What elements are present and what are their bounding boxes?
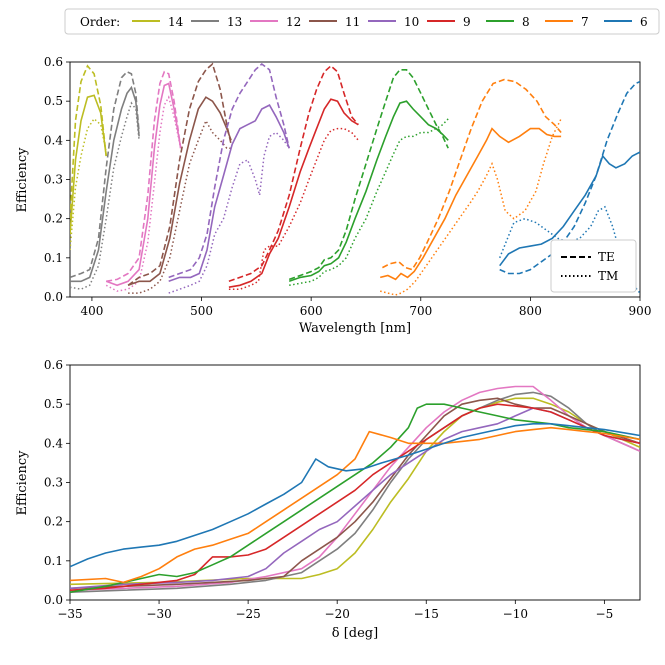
top-ytick-label: 0.3 [44, 173, 63, 187]
wavelength-efficiency-plot: 400 500 600 700 800 9000.00.10.20.30.40.50.6 … [15, 55, 651, 336]
order-legend-label-8: 8 [522, 15, 530, 29]
top-ytick-label: 0.2 [44, 212, 63, 226]
order-legend-label-13: 13 [227, 15, 242, 29]
bottom-plot-frame [69, 364, 641, 601]
bottom-xlabel: δ [deg] [332, 626, 378, 641]
order-legend-label-6: 6 [640, 15, 648, 29]
top-xtick-label: 800 [519, 304, 542, 318]
bottom-ytick-label: 0.5 [44, 397, 63, 411]
bottom-ytick-label: 0.2 [44, 515, 63, 529]
bottom-line-order-12 [70, 385, 640, 591]
top-te-line-order-7 [382, 78, 562, 271]
top-avg-line-order-14 [70, 94, 107, 235]
top-te-line-order-10 [168, 62, 290, 279]
order-legend-frame [64, 8, 660, 35]
top-ytick-label: 0.5 [44, 94, 63, 108]
top-ytick-label: 0.4 [44, 133, 63, 147]
top-xtick-label: 700 [409, 304, 432, 318]
top-te-line-order-11 [127, 62, 232, 286]
order-legend-label-11: 11 [345, 15, 360, 29]
bottom-xtick-label: −20 [325, 607, 350, 621]
bottom-line-order-14 [70, 397, 640, 586]
top-tm-line-order-9 [228, 127, 359, 290]
bottom-xtick-label: −10 [503, 607, 528, 621]
top-ytick-label: 0.0 [44, 290, 63, 304]
bottom-line-order-11 [70, 397, 640, 590]
top-series-lines [70, 62, 640, 296]
bottom-axis-ticks: −35 −30 −25 −20 −15 −10 −5 0.0 0.1 0.2 0.3 0.4 0.5 0.… [44, 358, 613, 621]
order-legend-label-7: 7 [581, 15, 589, 29]
te-tm-legend-frame [550, 239, 637, 293]
bottom-ytick-label: 0.0 [44, 593, 63, 607]
top-tm-line-order-11 [128, 119, 232, 294]
bottom-xtick-label: −25 [235, 607, 260, 621]
delta-efficiency-plot: −35 −30 −25 −20 −15 −10 −5 0.0 0.1 0.2 0.3 0.4 0.5 0.… [15, 358, 641, 641]
top-xtick-label: 500 [190, 304, 213, 318]
top-te-line-order-14 [70, 64, 107, 219]
top-xtick-label: 600 [300, 304, 323, 318]
bottom-line-order-8 [70, 403, 640, 593]
top-ytick-label: 0.6 [44, 55, 63, 69]
top-tm-line-order-13 [70, 101, 140, 290]
top-tm-line-order-7 [380, 118, 562, 296]
bottom-ytick-label: 0.3 [44, 476, 63, 490]
bottom-line-order-13 [70, 391, 640, 593]
bottom-xtick-label: −30 [146, 607, 171, 621]
top-xlabel: Wavelength [nm] [299, 321, 411, 336]
top-avg-line-order-11 [127, 96, 232, 287]
order-legend-label-12: 12 [286, 15, 301, 29]
order-legend-label-14: 14 [168, 15, 184, 29]
bottom-ylabel: Efficiency [15, 450, 30, 516]
top-te-line-order-13 [70, 70, 140, 279]
tm-legend-label: TM [598, 269, 618, 283]
order-legend: Order: 14 13 12 11 10 9 8 7 6 [64, 8, 660, 35]
top-xtick-label: 900 [629, 304, 652, 318]
top-avg-line-order-10 [168, 104, 290, 283]
bottom-line-order-7 [70, 426, 640, 584]
bottom-series-lines [70, 385, 640, 593]
top-tm-line-order-12 [105, 95, 182, 292]
top-axis-ticks: 400 500 600 700 800 900 0.0 0.1 0.2 0.3 0.4 0.5 0.6 [44, 55, 652, 318]
top-avg-line-order-13 [70, 85, 140, 283]
top-avg-line-order-6 [499, 151, 640, 267]
top-avg-line-order-8 [288, 100, 449, 283]
bottom-line-order-6 [70, 422, 640, 568]
top-ytick-label: 0.1 [44, 251, 63, 265]
bottom-line-order-10 [70, 407, 640, 590]
top-ylabel: Efficiency [15, 147, 30, 213]
top-xtick-label: 400 [80, 304, 103, 318]
top-te-line-order-9 [228, 64, 359, 283]
top-te-line-order-12 [106, 70, 182, 283]
order-legend-label-10: 10 [404, 15, 419, 29]
order-legend-title: Order: [80, 15, 120, 29]
bottom-xtick-label: −5 [596, 607, 614, 621]
top-avg-line-order-9 [228, 98, 359, 288]
bottom-ytick-label: 0.6 [44, 358, 63, 372]
bottom-ytick-label: 0.4 [44, 436, 63, 450]
top-te-line-order-6 [499, 80, 640, 275]
top-avg-line-order-7 [380, 127, 562, 281]
top-tm-line-order-8 [289, 118, 449, 287]
bottom-xtick-label: −35 [57, 607, 82, 621]
top-avg-line-order-12 [105, 82, 182, 287]
bottom-ytick-label: 0.1 [44, 554, 63, 568]
bottom-line-order-9 [70, 403, 640, 591]
te-tm-legend: TE TM [550, 239, 637, 293]
order-legend-label-9: 9 [463, 15, 471, 29]
te-legend-label: TE [598, 250, 615, 264]
bottom-xtick-label: −15 [414, 607, 439, 621]
